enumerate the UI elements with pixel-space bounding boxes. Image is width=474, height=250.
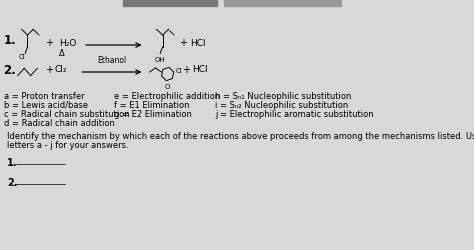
Text: 2.: 2. bbox=[7, 178, 18, 188]
Text: j = Electrophilic aromatic substitution: j = Electrophilic aromatic substitution bbox=[215, 110, 374, 119]
Text: Δ: Δ bbox=[59, 48, 65, 58]
Text: O: O bbox=[165, 84, 170, 90]
Text: Identify the mechanism by which each of the reactions above proceeds from among : Identify the mechanism by which each of … bbox=[7, 132, 474, 141]
Text: e = Electrophilic addition: e = Electrophilic addition bbox=[114, 92, 220, 101]
Text: Cl: Cl bbox=[175, 68, 182, 74]
Text: +: + bbox=[179, 38, 187, 48]
Bar bbox=[224, 0, 343, 6]
Text: i = Sₙ₂ Nucleophilic substitution: i = Sₙ₂ Nucleophilic substitution bbox=[215, 101, 348, 110]
Text: d = Radical chain addition: d = Radical chain addition bbox=[4, 119, 115, 128]
Text: Cl₂: Cl₂ bbox=[55, 66, 67, 74]
Text: g = E2 Elimination: g = E2 Elimination bbox=[114, 110, 192, 119]
Text: 2.: 2. bbox=[4, 64, 17, 76]
Text: a = Proton transfer: a = Proton transfer bbox=[4, 92, 84, 101]
Text: HCl: HCl bbox=[190, 38, 206, 48]
Text: H₂O: H₂O bbox=[59, 38, 77, 48]
Bar bbox=[123, 0, 217, 6]
Text: b = Lewis acid/base: b = Lewis acid/base bbox=[4, 101, 88, 110]
Text: letters a - j for your answers.: letters a - j for your answers. bbox=[7, 141, 129, 150]
Text: +: + bbox=[45, 65, 53, 75]
Text: f = E1 Elimination: f = E1 Elimination bbox=[114, 101, 190, 110]
Text: HCl: HCl bbox=[192, 66, 208, 74]
Text: 1.: 1. bbox=[4, 34, 17, 46]
Text: Ethanol: Ethanol bbox=[97, 56, 127, 65]
Text: h = Sₙ₁ Nucleophilic substitution: h = Sₙ₁ Nucleophilic substitution bbox=[215, 92, 352, 101]
Text: OH: OH bbox=[154, 56, 165, 62]
Text: Cl: Cl bbox=[19, 54, 26, 60]
Text: c = Radical chain substitution: c = Radical chain substitution bbox=[4, 110, 129, 119]
Text: +: + bbox=[45, 38, 53, 48]
Text: +: + bbox=[182, 65, 191, 75]
Text: 1.: 1. bbox=[7, 158, 18, 168]
